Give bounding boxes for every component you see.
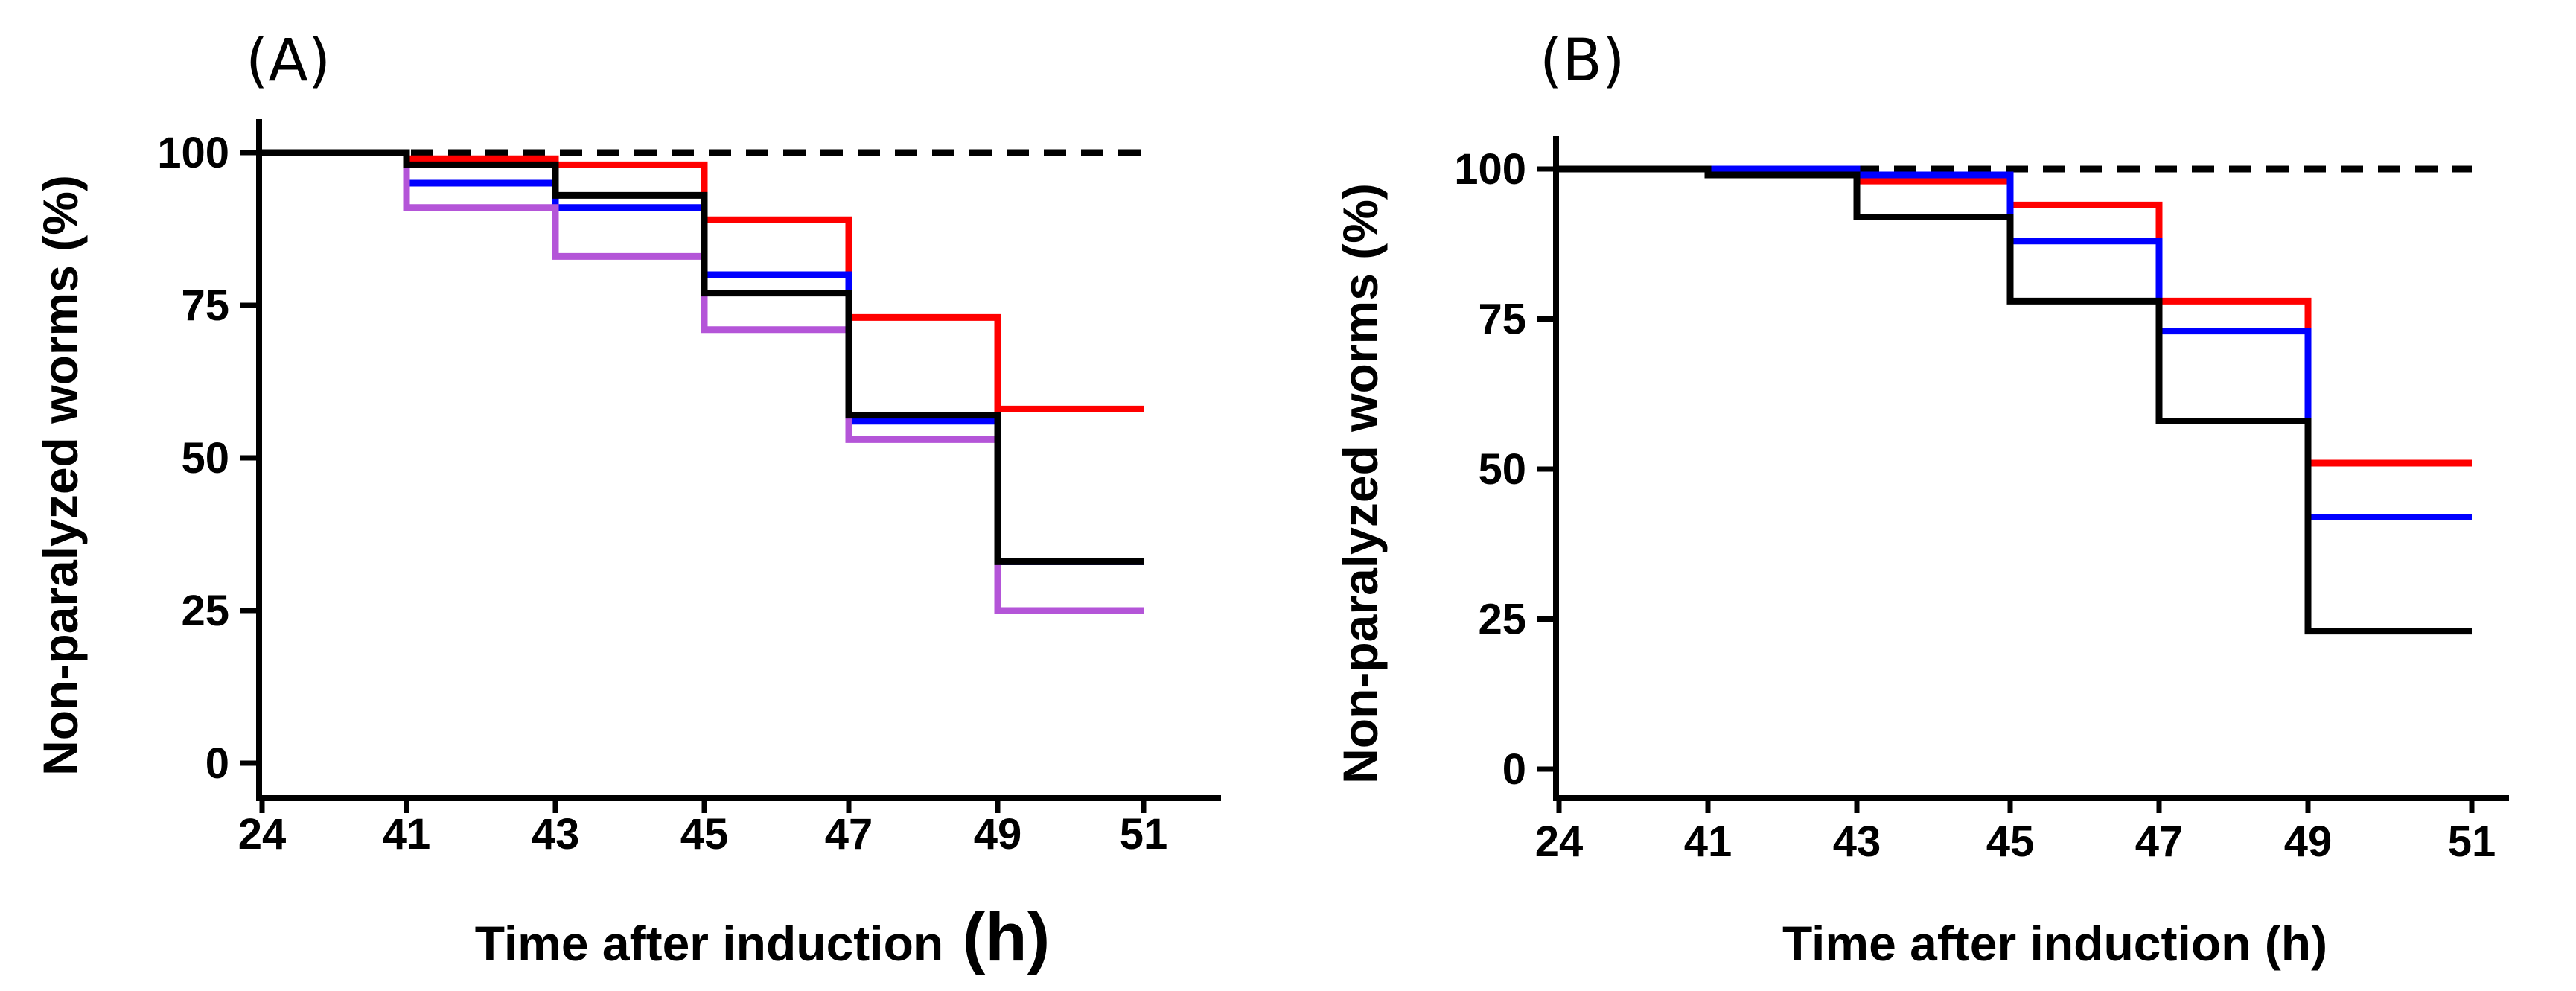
x-tick-label: 24 [1535, 818, 1584, 866]
y-axis-title: Non-paralyzed worms (%) [33, 175, 88, 776]
x-tick-label: 47 [2135, 818, 2184, 866]
x-tick-label: 51 [2448, 818, 2496, 866]
x-tick-label: 45 [680, 810, 729, 858]
series-line [1559, 165, 2472, 467]
y-tick-label: 75 [181, 281, 229, 330]
x-tick-label: 43 [532, 810, 580, 858]
series-line [262, 149, 1144, 565]
x-tick-label: 47 [825, 810, 873, 858]
y-tick-label: 0 [1502, 745, 1526, 794]
x-axis-title-unit: (h) [943, 899, 1050, 975]
x-tick-label: 49 [2284, 818, 2333, 866]
y-tick-label: 50 [1478, 445, 1526, 494]
y-tick-label: 100 [1454, 145, 1526, 194]
y-axis-title: Non-paralyzed worms (%) [1333, 183, 1388, 784]
panel-label: (B) [1540, 28, 1625, 95]
x-axis-title: Time after induction (h) [1782, 916, 2327, 971]
x-tick-label: 51 [1120, 810, 1168, 858]
x-axis-title: Time after induction (h) [475, 899, 1051, 975]
series-line [1559, 165, 2472, 635]
y-tick-label: 25 [1478, 596, 1526, 644]
y-tick-label: 75 [1478, 296, 1526, 344]
x-tick-label: 43 [1833, 818, 1881, 866]
y-tick-label: 0 [205, 739, 229, 788]
x-axis-title-text: Time after induction [475, 916, 944, 971]
y-tick-label: 25 [181, 587, 229, 635]
x-tick-label: 41 [1684, 818, 1732, 866]
panel-label: (A) [246, 28, 331, 95]
x-tick-label: 49 [974, 810, 1022, 858]
y-tick-label: 100 [157, 129, 229, 177]
x-tick-label: 41 [383, 810, 431, 858]
y-tick-label: 50 [181, 434, 229, 482]
x-axis-title-text: Time after induction (h) [1782, 916, 2327, 971]
x-tick-label: 45 [1986, 818, 2035, 866]
x-tick-label: 24 [238, 810, 287, 858]
